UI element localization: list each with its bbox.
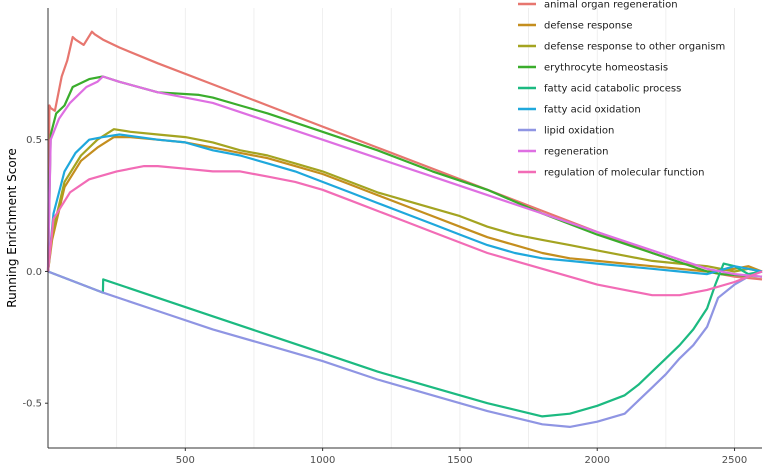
legend-label: lipid oxidation — [544, 126, 614, 137]
series-line-regeneration — [46, 75, 763, 278]
legend: animal organ regeneration defense respons… — [518, 0, 725, 179]
legend-label: fatty acid oxidation — [544, 105, 641, 116]
legend-label: regeneration — [544, 147, 608, 158]
x-tick-label: 500 — [176, 455, 195, 466]
series-lines — [46, 30, 763, 428]
series-line-defense-response — [46, 136, 763, 273]
legend-label: defense response — [544, 21, 632, 32]
legend-label: fatty acid catabolic process — [544, 84, 681, 95]
y-tick-label: 0.5 — [26, 135, 42, 146]
x-tick-label: 2500 — [722, 455, 747, 466]
series-line-fatty-acid-catabolic-process — [47, 262, 763, 418]
y-axis-title: Running Enrichment Score — [5, 148, 19, 307]
series-line-defense-response-to-other-organism — [46, 128, 763, 273]
grid — [116, 8, 735, 448]
x-tick-label: 1500 — [447, 455, 472, 466]
legend-label: erythrocyte homeostasis — [544, 63, 668, 74]
axes: 500 1000 1500 2000 2500 -0.5 0.0 0.5 — [22, 8, 762, 466]
legend-label: defense response to other organism — [544, 42, 725, 53]
x-tick-label: 1000 — [310, 455, 335, 466]
legend-label: regulation of molecular function — [544, 168, 704, 179]
x-tick-label: 2000 — [585, 455, 610, 466]
series-line-regulation-of-molecular-function — [46, 165, 763, 297]
y-tick-label: 0.0 — [26, 267, 42, 278]
series-line-lipid-oxidation — [47, 270, 763, 428]
series-line-fatty-acid-oxidation — [46, 133, 763, 276]
y-tick-label: -0.5 — [22, 399, 42, 410]
legend-label: animal organ regeneration — [544, 0, 678, 11]
series-line-erythrocyte-homeostasis — [46, 75, 763, 278]
